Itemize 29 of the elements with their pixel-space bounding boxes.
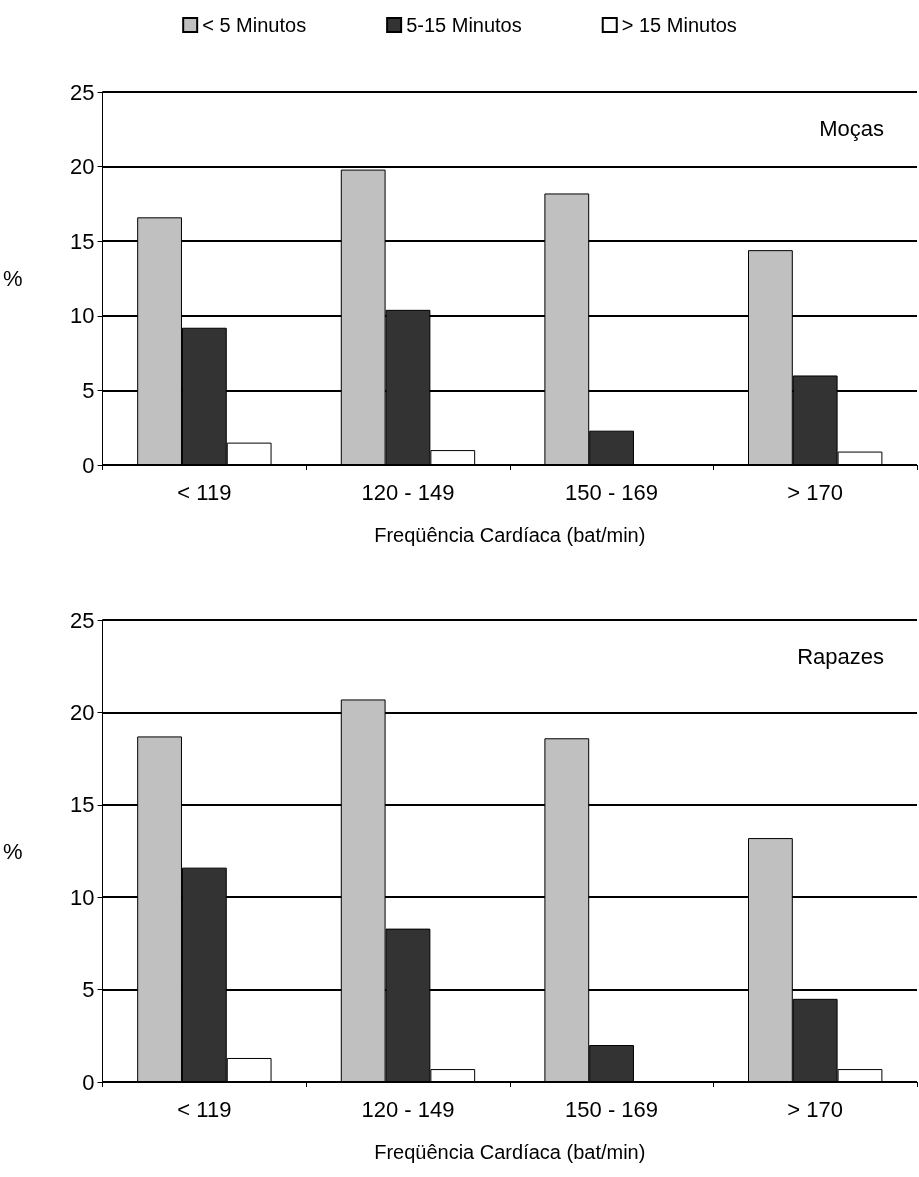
- y-tick-label: 15: [70, 228, 95, 254]
- y-tick-label: 10: [70, 303, 95, 329]
- y-tick-label: 10: [70, 884, 95, 910]
- y-tick-label: 15: [70, 792, 95, 818]
- x-tick-label: < 119: [177, 479, 232, 505]
- y-tick-label: 0: [82, 1069, 95, 1095]
- x-tick-label: < 119: [177, 1096, 232, 1122]
- legend-label: > 15 Minutos: [621, 14, 737, 36]
- legend-label: < 5 Minutos: [202, 14, 307, 36]
- x-tick-label: > 170: [787, 1096, 844, 1122]
- y-tick-label: 5: [82, 377, 95, 403]
- y-tick-label: 25: [70, 607, 95, 633]
- x-axis-title: Freqüência Cardíaca (bat/min): [374, 1141, 646, 1163]
- x-tick-label: 120 - 149: [361, 479, 455, 505]
- y-axis-title: %: [3, 838, 23, 864]
- legend-label: 5-15 Minutos: [406, 14, 522, 36]
- y-tick-label: 20: [70, 154, 95, 180]
- y-tick-label: 5: [82, 977, 95, 1003]
- x-tick-label: 150 - 169: [565, 479, 659, 505]
- x-tick-label: > 170: [787, 479, 844, 505]
- y-tick-label: 20: [70, 699, 95, 725]
- y-axis-title: %: [3, 266, 23, 291]
- x-tick-label: 120 - 149: [361, 1096, 455, 1122]
- y-tick-label: 0: [82, 452, 95, 478]
- text: Rapazes: [797, 643, 885, 669]
- text: Moças: [819, 115, 884, 141]
- x-axis-title: Freqüência Cardíaca (bat/min): [374, 524, 646, 546]
- x-tick-label: 150 - 169: [565, 1096, 659, 1122]
- y-tick-label: 25: [70, 79, 95, 105]
